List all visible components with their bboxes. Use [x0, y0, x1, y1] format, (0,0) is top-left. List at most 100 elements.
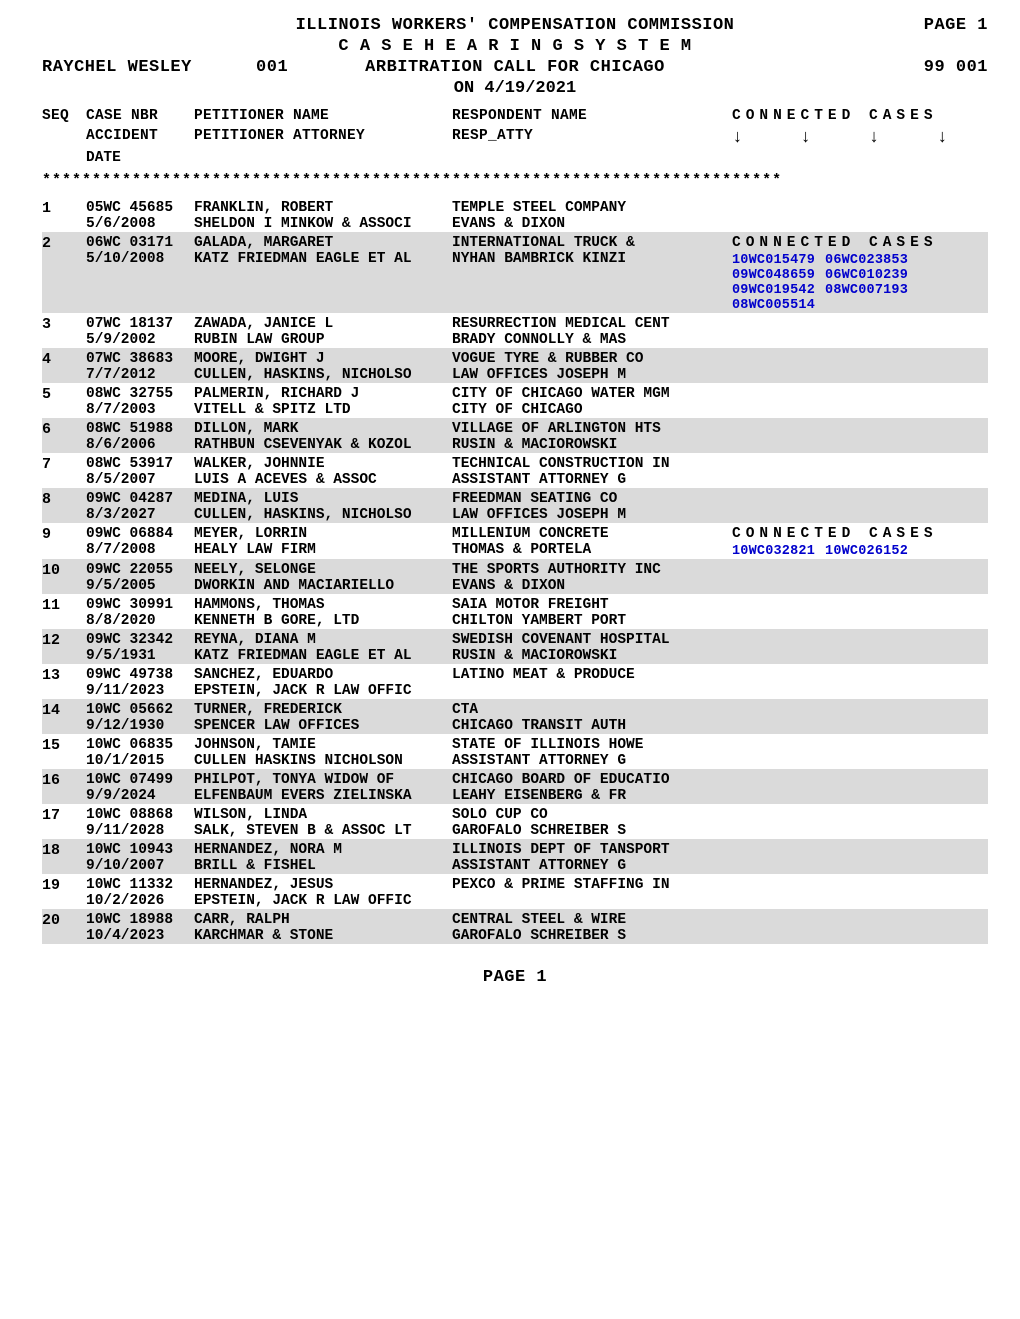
case-row: 809WC 04287MEDINA, LUISFREEDMAN SEATING … [42, 488, 988, 523]
call-code: 99 001 [924, 58, 988, 77]
respondent-attorney: NYHAN BAMBRICK KINZI [452, 251, 732, 267]
petitioner-name: SANCHEZ, EDUARDO [194, 667, 452, 683]
case-row: 1009WC 22055NEELY, SELONGETHE SPORTS AUT… [42, 559, 988, 594]
accident-date: 8/5/2007 [86, 472, 194, 488]
petitioner-name: NEELY, SELONGE [194, 562, 452, 578]
case-nbr: 10WC 06835 [86, 737, 194, 753]
petitioner-name: HERNANDEZ, JESUS [194, 877, 452, 893]
case-nbr: 10WC 10943 [86, 842, 194, 858]
column-headers-row-2: ACCIDENT PETITIONER ATTORNEY RESP_ATTY ↓… [42, 128, 988, 148]
case-row: 307WC 18137ZAWADA, JANICE LRESURRECTION … [42, 313, 988, 348]
respondent-name: SOLO CUP CO [452, 807, 732, 823]
seq-number: 11 [42, 597, 86, 629]
petitioner-name: PALMERIN, RICHARD J [194, 386, 452, 402]
petitioner-attorney: EPSTEIN, JACK R LAW OFFIC [194, 893, 452, 909]
case-nbr: 09WC 32342 [86, 632, 194, 648]
connected-case-codes: 10WC015479 06WC023853 09WC048659 06WC010239… [732, 251, 988, 313]
respondent-attorney: THOMAS & PORTELA [452, 542, 732, 558]
seq-number: 17 [42, 807, 86, 839]
accident-date: 5/9/2002 [86, 332, 194, 348]
case-row: 1510WC 06835JOHNSON, TAMIESTATE OF ILLIN… [42, 734, 988, 769]
connected-cases-label: CONNECTED CASES [732, 235, 988, 251]
respondent-name: SWEDISH COVENANT HOSPITAL [452, 632, 732, 648]
case-nbr: 10WC 05662 [86, 702, 194, 718]
petitioner-name: REYNA, DIANA M [194, 632, 452, 648]
petitioner-attorney: CULLEN, HASKINS, NICHOLSO [194, 507, 452, 523]
petitioner-attorney: HEALY LAW FIRM [194, 542, 452, 558]
seq-number: 10 [42, 562, 86, 594]
petitioner-attorney: RUBIN LAW GROUP [194, 332, 452, 348]
respondent-name: CITY OF CHICAGO WATER MGM [452, 386, 732, 402]
petitioner-name: MOORE, DWIGHT J [194, 351, 452, 367]
connected-case-link[interactable]: 10WC026152 [825, 544, 908, 559]
accident-date: 10/4/2023 [86, 928, 194, 944]
connected-case-link[interactable]: 10WC015479 [732, 253, 815, 268]
connected-case-link[interactable]: 06WC023853 [825, 253, 908, 268]
case-row: 1710WC 08868WILSON, LINDASOLO CUP CO 9/11… [42, 804, 988, 839]
connected-case-link[interactable]: 09WC019542 [732, 283, 815, 298]
case-row: 1209WC 32342REYNA, DIANA MSWEDISH COVENA… [42, 629, 988, 664]
connected-case-link[interactable]: 10WC032821 [732, 544, 815, 559]
seq-number: 13 [42, 667, 86, 699]
accident-date: 9/9/2024 [86, 788, 194, 804]
seq-number: 6 [42, 421, 86, 453]
down-arrow-icon: ↓ [937, 128, 948, 148]
petitioner-name: CARR, RALPH [194, 912, 452, 928]
case-rows-container: 105WC 45685FRANKLIN, ROBERTTEMPLE STEEL … [42, 197, 988, 944]
petitioner-attorney: SALK, STEVEN B & ASSOC LT [194, 823, 452, 839]
connected-case-link[interactable]: 09WC048659 [732, 268, 815, 283]
seq-number: 5 [42, 386, 86, 418]
case-nbr: 10WC 08868 [86, 807, 194, 823]
down-arrow-icon: ↓ [869, 128, 880, 148]
respondent-attorney: LEAHY EISENBERG & FR [452, 788, 732, 804]
case-nbr: 09WC 49738 [86, 667, 194, 683]
respondent-attorney: GAROFALO SCHREIBER S [452, 928, 732, 944]
petitioner-name: HAMMONS, THOMAS [194, 597, 452, 613]
case-nbr: 08WC 51988 [86, 421, 194, 437]
arbitration-call-label: ARBITRATION CALL FOR CHICAGO [365, 58, 665, 77]
case-row: 708WC 53917WALKER, JOHNNIETECHNICAL CONS… [42, 453, 988, 488]
petitioner-name: WILSON, LINDA [194, 807, 452, 823]
respondent-name: MILLENIUM CONCRETE [452, 526, 732, 542]
col-case-nbr: CASE NBR [86, 108, 194, 124]
col-seq: SEQ [42, 108, 86, 124]
petitioner-name: ZAWADA, JANICE L [194, 316, 452, 332]
petitioner-name: DILLON, MARK [194, 421, 452, 437]
accident-date: 10/2/2026 [86, 893, 194, 909]
respondent-attorney: RUSIN & MACIOROWSKI [452, 437, 732, 453]
accident-date: 9/5/1931 [86, 648, 194, 664]
connected-case-link[interactable]: 08WC005514 [732, 298, 815, 313]
col-respondent-name: RESPONDENT NAME [452, 108, 732, 124]
on-date: ON 4/19/2021 [42, 79, 988, 98]
respondent-name: STATE OF ILLINOIS HOWE [452, 737, 732, 753]
col-connected-cases: CONNECTED CASES [732, 108, 988, 124]
petitioner-attorney: LUIS A ACEVES & ASSOC [194, 472, 452, 488]
case-row: 105WC 45685FRANKLIN, ROBERTTEMPLE STEEL … [42, 197, 988, 232]
case-nbr: 09WC 06884 [86, 526, 194, 542]
respondent-name: TECHNICAL CONSTRUCTION IN [452, 456, 732, 472]
respondent-attorney: CITY OF CHICAGO [452, 402, 732, 418]
seq-number: 8 [42, 491, 86, 523]
case-nbr: 09WC 04287 [86, 491, 194, 507]
petitioner-name: HERNANDEZ, NORA M [194, 842, 452, 858]
petitioner-name: FRANKLIN, ROBERT [194, 200, 452, 216]
presiding-name: RAYCHEL WESLEY [42, 58, 192, 77]
petitioner-attorney: VITELL & SPITZ LTD [194, 402, 452, 418]
respondent-name: SAIA MOTOR FREIGHT [452, 597, 732, 613]
case-nbr: 09WC 30991 [86, 597, 194, 613]
seq-number: 2 [42, 235, 86, 313]
case-row: 407WC 38683MOORE, DWIGHT JVOGUE TYRE & R… [42, 348, 988, 383]
petitioner-attorney: SPENCER LAW OFFICES [194, 718, 452, 734]
accident-date: 9/11/2028 [86, 823, 194, 839]
respondent-attorney: ASSISTANT ATTORNEY G [452, 858, 732, 874]
seq-number: 9 [42, 526, 86, 559]
accident-date: 8/3/2027 [86, 507, 194, 523]
respondent-attorney: CHILTON YAMBERT PORT [452, 613, 732, 629]
case-row: 1410WC 05662TURNER, FREDERICKCTA9/12/193… [42, 699, 988, 734]
respondent-attorney: EVANS & DIXON [452, 216, 732, 232]
connected-case-link[interactable]: 06WC010239 [825, 268, 908, 283]
respondent-attorney: GAROFALO SCHREIBER S [452, 823, 732, 839]
respondent-name: VILLAGE OF ARLINGTON HTS [452, 421, 732, 437]
connected-case-link[interactable]: 08WC007193 [825, 283, 908, 298]
respondent-attorney: CHICAGO TRANSIT AUTH [452, 718, 732, 734]
